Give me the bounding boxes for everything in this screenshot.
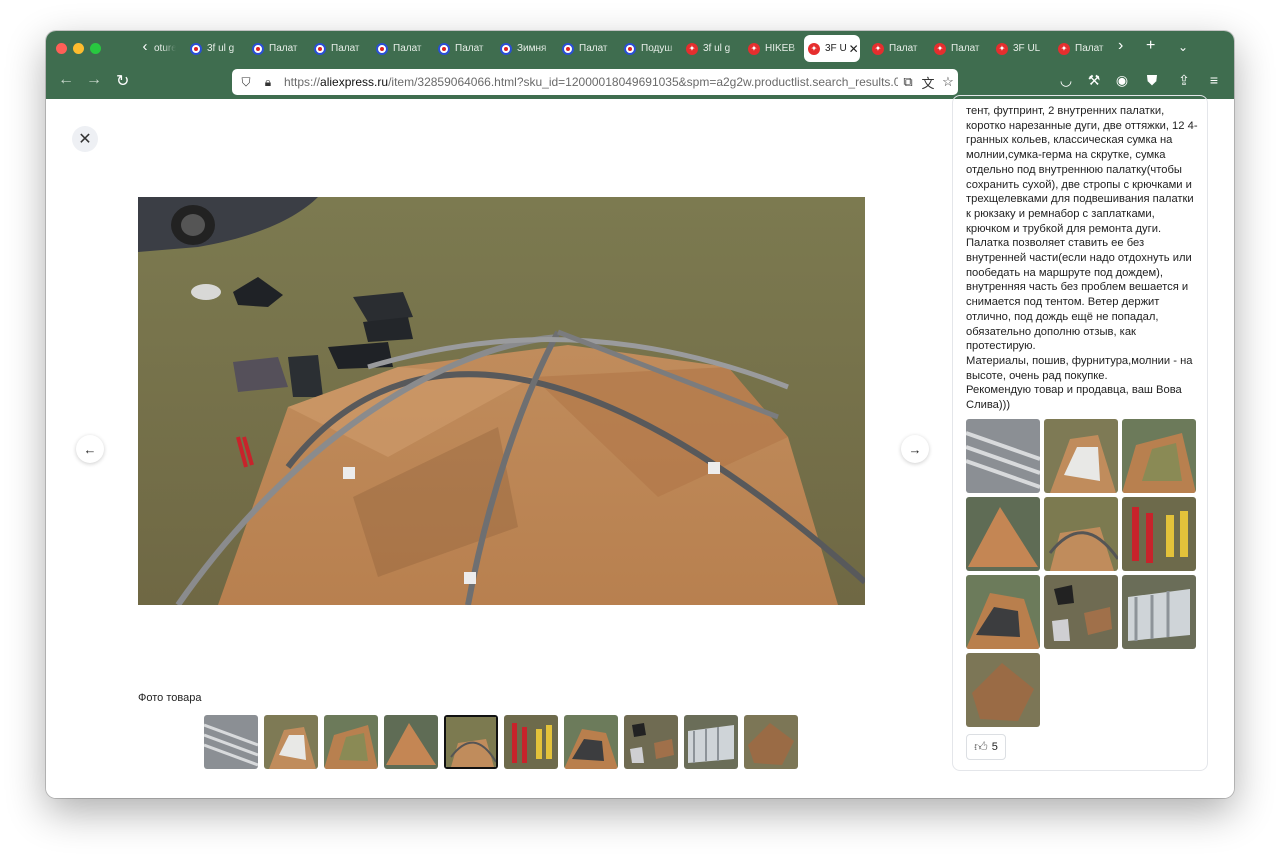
arrow-right-icon: → [908,441,922,457]
account-icon[interactable]: ◉ [1115,72,1129,88]
aliexpress-icon: ✦ [808,42,820,55]
lock-icon[interactable]: 🔒︎ [264,74,272,89]
picture-in-picture-icon[interactable]: ⧉ [903,74,913,89]
shield-icon[interactable]: ⛉ [241,74,251,89]
browser-tab[interactable]: ✦ 3f ul g [682,35,742,62]
new-tab-icon[interactable]: + [1146,37,1156,54]
browser-tab[interactable]: oture [154,35,176,62]
review-photo[interactable] [966,419,1040,493]
gallery-thumbnail[interactable] [324,715,378,769]
next-photo-button[interactable]: → [901,435,929,463]
browser-tab[interactable]: ✦ Палат [1054,35,1114,62]
browser-tab[interactable]: ✦ HIKEB [744,35,804,62]
like-button[interactable]: 👍︎ 5 [966,734,1006,760]
ozon-icon [252,42,264,55]
close-viewer-button[interactable]: ✕ [72,126,98,152]
wrench-icon[interactable]: ⚒ [1087,72,1101,88]
back-icon[interactable]: ← [58,71,74,88]
aliexpress-icon: ✦ [934,42,946,55]
ozon-icon [500,42,512,55]
browser-tab[interactable]: Палат [310,35,370,62]
browser-tab[interactable]: Палат [372,35,432,62]
ozon-icon [314,42,326,55]
ozon-icon [438,42,450,55]
review-photo[interactable] [1122,497,1196,571]
nav-toolbar: ← → ↻ ⛉ 🔒︎ https://aliexpress.ru/item/32… [46,66,1234,99]
browser-tab[interactable]: ✦ 3F UL [992,35,1052,62]
browser-tab[interactable]: Подуш [620,35,680,62]
pocket-icon[interactable]: ◡ [1059,72,1073,88]
close-icon: ✕ [78,131,92,148]
translate-icon[interactable]: 文 [921,75,935,91]
gallery-thumbnail[interactable] [564,715,618,769]
browser-tab[interactable]: Зимня [496,35,556,62]
review-text: тент, футпринт, 2 внутренних палатки, ко… [966,104,1198,413]
ozon-icon [376,42,388,55]
close-tab-icon[interactable]: ✕ [848,41,859,56]
previous-photo-button[interactable]: ← [76,435,104,463]
gallery-thumbnails [204,715,798,769]
browser-window: ‹ oture 3f ul g Палат Палат Палат Палат … [46,31,1234,798]
arrow-left-icon: ← [83,441,97,457]
address-bar[interactable]: ⛉ 🔒︎ https://aliexpress.ru/item/32859064… [232,69,958,95]
browser-tab[interactable]: 3f ul g [186,35,246,62]
browser-tab[interactable]: ✦ Палат [930,35,990,62]
like-count: 5 [991,741,998,753]
thumbs-up-icon: 👍︎ [974,739,988,754]
gallery-thumbnail[interactable] [264,715,318,769]
aliexpress-icon: ✦ [748,42,760,55]
url-text[interactable]: https://aliexpress.ru/item/32859064066.h… [284,75,898,89]
aliexpress-icon: ✦ [1058,42,1070,55]
aliexpress-icon: ✦ [996,42,1008,55]
gallery-thumbnail[interactable] [684,715,738,769]
browser-tab-active[interactable]: ✦ 3F U ✕ [804,35,860,62]
ozon-icon [624,42,636,55]
gallery-title: Фото товара [138,692,202,704]
review-photo[interactable] [1044,419,1118,493]
review-photo[interactable] [966,653,1040,727]
main-product-photo [138,197,865,605]
review-photo[interactable] [966,575,1040,649]
aliexpress-icon: ✦ [872,42,884,55]
browser-tab[interactable]: Палат [248,35,308,62]
close-window-button[interactable] [56,43,67,54]
browser-tab[interactable]: Палат [558,35,618,62]
ozon-icon [190,42,202,55]
gallery-thumbnail[interactable] [504,715,558,769]
review-photo[interactable] [1122,575,1196,649]
aliexpress-icon: ✦ [686,42,698,55]
tabs-scroll-right-icon[interactable]: › [1118,37,1124,54]
review-photo[interactable] [966,497,1040,571]
extension-shield-icon[interactable]: ⛊ [1146,72,1158,88]
review-photo[interactable] [1044,575,1118,649]
gallery-thumbnail-active[interactable] [444,715,498,769]
browser-tab[interactable]: Палат [434,35,494,62]
review-photos [966,419,1196,727]
review-panel: тент, футпринт, 2 внутренних палатки, ко… [952,95,1208,771]
review-photo[interactable] [1122,419,1196,493]
tab-bar: ‹ oture 3f ul g Палат Палат Палат Палат … [46,31,1234,66]
bookmark-star-icon[interactable]: ☆ [942,74,954,89]
gallery-thumbnail[interactable] [204,715,258,769]
reload-icon[interactable]: ↻ [116,73,130,90]
tabs-scroll-left-icon[interactable]: ‹ [142,38,148,55]
ozon-icon [562,42,574,55]
page-content: ✕ [46,95,1234,798]
gallery-thumbnail[interactable] [624,715,678,769]
menu-icon[interactable]: ≡ [1209,72,1219,88]
browser-tab[interactable]: ✦ Палат [868,35,928,62]
review-photo[interactable] [1044,497,1118,571]
minimize-window-button[interactable] [73,43,84,54]
forward-icon[interactable]: → [86,71,102,88]
gallery-thumbnail[interactable] [384,715,438,769]
review-body: тент, футпринт, 2 внутренних палатки, ко… [966,105,1198,412]
maximize-window-button[interactable] [90,43,101,54]
list-tabs-icon[interactable]: ⌄ [1178,40,1189,54]
share-icon[interactable]: ⇪ [1178,72,1190,88]
gallery-thumbnail[interactable] [744,715,798,769]
